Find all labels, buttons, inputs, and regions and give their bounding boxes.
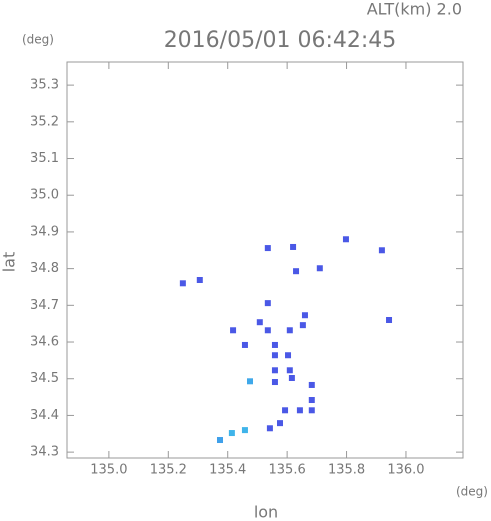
y-tick-label: 35.1 [30,151,59,166]
echo-cell [264,327,271,334]
echo-cell [308,381,315,388]
echo-cell [228,430,235,437]
x-axis-label: lon [254,503,278,521]
echo-cell [271,367,278,374]
echo-cell [230,327,237,334]
echo-cell [290,243,297,250]
x-tick-label: 135.6 [269,463,306,478]
plot-frame [66,61,464,459]
y-tick-label: 34.9 [30,224,59,239]
echo-cell [264,245,271,252]
echo-cell [378,247,385,254]
echo-cell [308,407,315,414]
chart-title: 2016/05/01 06:42:45 [164,28,397,53]
chart-subtitle: ALT(km) 2.0 [367,0,462,19]
echo-cell [293,268,300,275]
y-unit: (deg) [22,33,54,47]
echo-cell [256,319,263,326]
echo-cell [301,312,308,319]
echo-cell [179,280,186,287]
echo-cell [342,236,349,243]
echo-cell [316,265,323,272]
x-unit: (deg) [456,485,488,499]
y-tick-label: 34.3 [30,445,59,460]
echo-cell [308,397,315,404]
echo-cell [241,341,248,348]
echo-cell [296,407,303,414]
y-tick-label: 35.0 [30,188,59,203]
y-tick-label: 35.2 [30,114,59,129]
x-tick-label: 136.0 [387,463,424,478]
echo-cell [266,425,273,432]
echo-cell [216,437,223,444]
echo-cell [286,327,293,334]
echo-cell [271,341,278,348]
echo-cell [277,420,284,427]
echo-cell [299,322,306,329]
echo-cell [288,374,295,381]
echo-cell [264,300,271,307]
y-axis-label: lat [0,252,19,273]
x-tick-label: 135.4 [209,463,246,478]
echo-cell [241,427,248,434]
y-tick-label: 34.4 [30,408,59,423]
y-tick-label: 34.8 [30,261,59,276]
x-tick-label: 135.8 [328,463,365,478]
echo-cell [286,367,293,374]
echo-cell [271,379,278,386]
y-tick-label: 34.6 [30,335,59,350]
y-tick-label: 35.3 [30,78,59,93]
echo-cell [386,317,393,324]
x-tick-label: 135.2 [150,463,187,478]
echo-cell [285,352,292,359]
y-tick-label: 34.7 [30,298,59,313]
echo-cell [271,352,278,359]
echo-cell [246,378,253,385]
echo-cell [282,407,289,414]
echo-cell [196,277,203,284]
y-tick-label: 34.5 [30,371,59,386]
x-tick-label: 135.0 [90,463,127,478]
